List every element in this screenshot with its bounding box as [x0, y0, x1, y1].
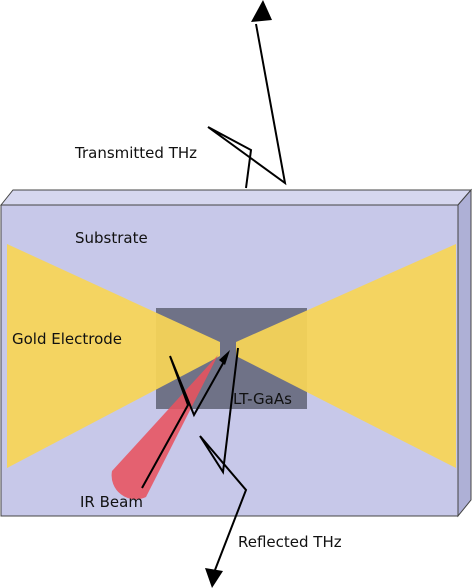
reflected-thz-label: Reflected THz [238, 533, 342, 551]
transmitted-thz-arrow [207, 23, 287, 189]
ir-incident-arrow [141, 355, 227, 489]
transmitted-arrowhead [251, 0, 272, 22]
transmitted-thz-label: Transmitted THz [74, 144, 197, 162]
substrate-top-face [0, 189, 472, 206]
substrate-label: Substrate [75, 229, 148, 247]
substrate-side-face [457, 188, 472, 518]
ir-beam [111, 355, 218, 500]
gold-electrode-label: Gold Electrode [12, 330, 122, 348]
gold-electrode-left [7, 244, 220, 468]
reflected-thz-arrow [199, 347, 248, 571]
ir-arrowhead [219, 350, 230, 365]
gold-electrode-right [236, 244, 456, 468]
lt-gaas-label: LT-GaAs [233, 390, 292, 408]
ir-beam-label: IR Beam [80, 493, 143, 511]
reflected-arrowhead [205, 568, 223, 588]
